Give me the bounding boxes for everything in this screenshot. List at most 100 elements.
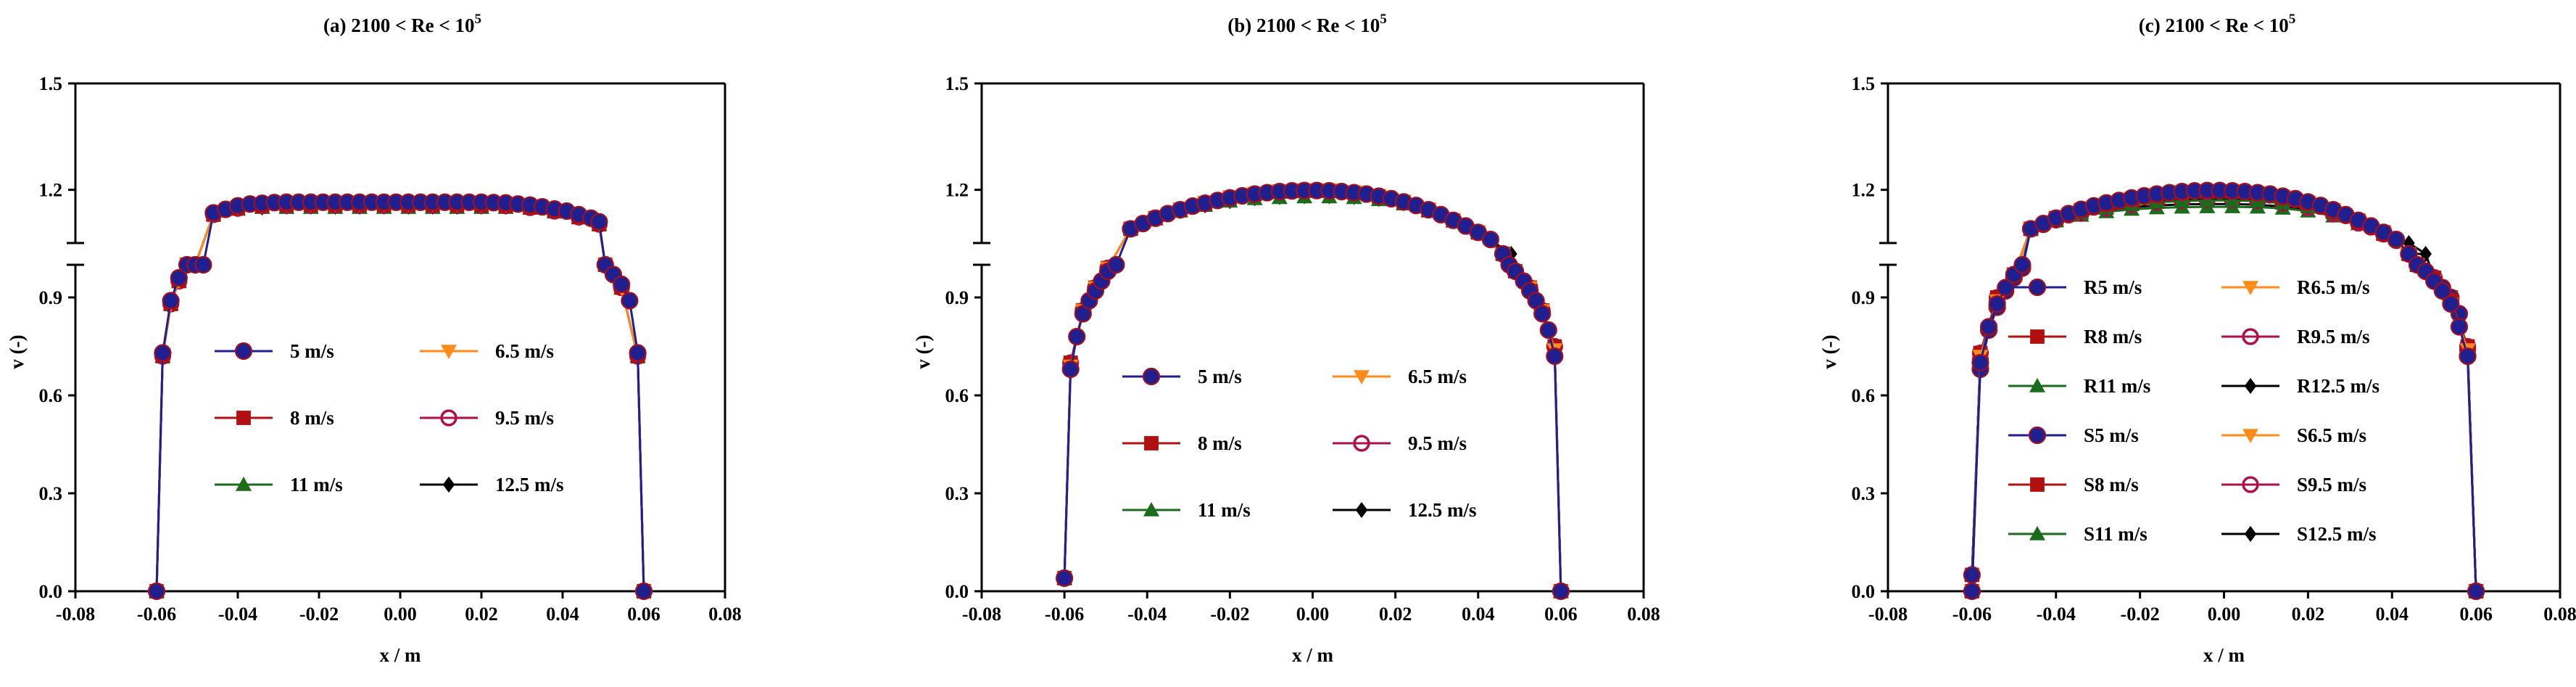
- legend-item: S8 m/s: [2008, 474, 2139, 495]
- x-tick-label: -0.06: [1952, 604, 1992, 625]
- series-line: [155, 201, 645, 592]
- legend-item: R11 m/s: [2008, 375, 2150, 397]
- legend-label: R12.5 m/s: [2297, 375, 2380, 397]
- legend-marker: [2242, 429, 2258, 443]
- chart-title: (c) 2100 < Re < 105: [2139, 12, 2295, 36]
- x-tick-label: 0.02: [1379, 604, 1412, 625]
- data-point: [2467, 582, 2485, 601]
- series-6.5-m-s: [149, 197, 652, 599]
- x-tick-label: 0.04: [2376, 604, 2409, 625]
- data-point: [162, 292, 180, 310]
- x-tick-label: 0.06: [2459, 604, 2493, 625]
- data-point: [1533, 305, 1552, 323]
- y-tick-label: 0.9: [1852, 287, 1876, 308]
- series-5-m-s: [147, 193, 653, 601]
- legend-marker: [2242, 281, 2258, 295]
- y-tick-label: 0.9: [39, 287, 63, 308]
- series-line: [155, 205, 645, 592]
- data-point: [1539, 321, 1557, 340]
- legend-item: R5 m/s: [2008, 276, 2142, 298]
- series-line: [1971, 198, 2477, 592]
- data-point: [629, 344, 647, 362]
- legend-item: 8 m/s: [1122, 432, 1242, 454]
- data-point: [147, 582, 166, 601]
- legend-label: 6.5 m/s: [495, 340, 554, 362]
- data-point: [634, 582, 653, 601]
- data-point: [2442, 295, 2460, 313]
- x-tick-label: 0.06: [1544, 604, 1578, 625]
- y-axis-label: v (-): [912, 334, 934, 369]
- data-point: [194, 255, 212, 274]
- x-tick-label: 0.04: [1462, 604, 1495, 625]
- data-point: [613, 275, 631, 294]
- y-axis-label: v (-): [1818, 334, 1840, 369]
- y-tick-label: 0.0: [945, 581, 969, 602]
- x-tick-label: -0.02: [1210, 604, 1249, 625]
- series-12.5-m-s: [150, 199, 650, 599]
- chart-title: (a) 2100 < Re < 105: [323, 12, 481, 36]
- x-tick-label: 0.06: [627, 604, 660, 625]
- data-point: [621, 292, 639, 310]
- x-tick-label: 0.00: [1296, 604, 1330, 625]
- y-axis-label: v (-): [6, 334, 28, 369]
- legend-item: 5 m/s: [215, 340, 334, 362]
- title-superscript: 5: [2289, 12, 2296, 27]
- series-line: [1063, 189, 1562, 592]
- legend-label: S11 m/s: [2084, 523, 2148, 545]
- x-axis-label: x / m: [2203, 644, 2245, 666]
- legend-marker: [2244, 378, 2257, 394]
- x-tick-label: -0.04: [1127, 604, 1167, 625]
- series-line: [1971, 189, 2477, 592]
- data-point: [2013, 255, 2032, 274]
- y-tick-label: 1.2: [39, 180, 63, 201]
- series-9.5-m-s: [148, 197, 653, 600]
- title-superscript: 5: [475, 12, 482, 27]
- series-line: [155, 202, 645, 592]
- y-tick-label: 0.3: [39, 483, 63, 504]
- series-line: [155, 204, 645, 592]
- data-point: [2459, 347, 2477, 366]
- legend-item: 12.5 m/s: [420, 474, 564, 495]
- legend-marker: [2244, 526, 2257, 542]
- legend-marker: [440, 409, 457, 427]
- legend-label: 11 m/s: [1198, 499, 1251, 521]
- legend-marker: [2028, 278, 2047, 297]
- legend-item: 6.5 m/s: [420, 340, 554, 362]
- legend-marker: [1143, 502, 1159, 517]
- data-point: [170, 268, 188, 287]
- legend-label: S8 m/s: [2084, 474, 2139, 495]
- x-axis-label: x / m: [1292, 644, 1334, 666]
- legend-label: S9.5 m/s: [2297, 474, 2366, 495]
- legend-marker: [1353, 435, 1370, 452]
- data-point: [590, 213, 608, 231]
- data-point: [1546, 347, 1564, 366]
- legend-marker: [1144, 436, 1159, 451]
- legend-marker: [441, 345, 457, 359]
- legend-item: S5 m/s: [2008, 424, 2139, 446]
- legend-item: S6.5 m/s: [2221, 424, 2366, 446]
- series-line: [1063, 189, 1562, 592]
- legend-marker: [2029, 378, 2045, 392]
- series-5-m-s: [1056, 181, 1570, 601]
- legend-label: 11 m/s: [290, 474, 343, 495]
- x-tick-label: 0.08: [1627, 604, 1660, 625]
- legend-label: 9.5 m/s: [495, 407, 554, 429]
- x-tick-label: 0.08: [708, 604, 742, 625]
- legend-item: 11 m/s: [1122, 499, 1251, 521]
- legend-marker: [2029, 526, 2045, 540]
- legend-label: R11 m/s: [2084, 375, 2150, 397]
- legend-label: R5 m/s: [2084, 276, 2142, 298]
- chart-title: (b) 2100 < Re < 105: [1227, 12, 1387, 36]
- y-tick-label: 0.3: [1852, 483, 1876, 504]
- data-point: [2433, 281, 2451, 300]
- legend-item: S11 m/s: [2008, 523, 2148, 545]
- legend-label: R9.5 m/s: [2297, 326, 2370, 347]
- legend-item: 11 m/s: [215, 474, 343, 495]
- chart-panel-2: (b) 2100 < Re < 105 -0.08 -0.06 -0.04 -0.02 0…: [912, 12, 1660, 666]
- data-point: [1963, 582, 1981, 601]
- x-tick-label: -0.08: [56, 604, 95, 625]
- y-tick-label: 1.5: [39, 73, 63, 94]
- legend-item: 12.5 m/s: [1333, 499, 1477, 521]
- series-11-m-s: [1056, 189, 1569, 598]
- legend-item: 8 m/s: [215, 407, 334, 429]
